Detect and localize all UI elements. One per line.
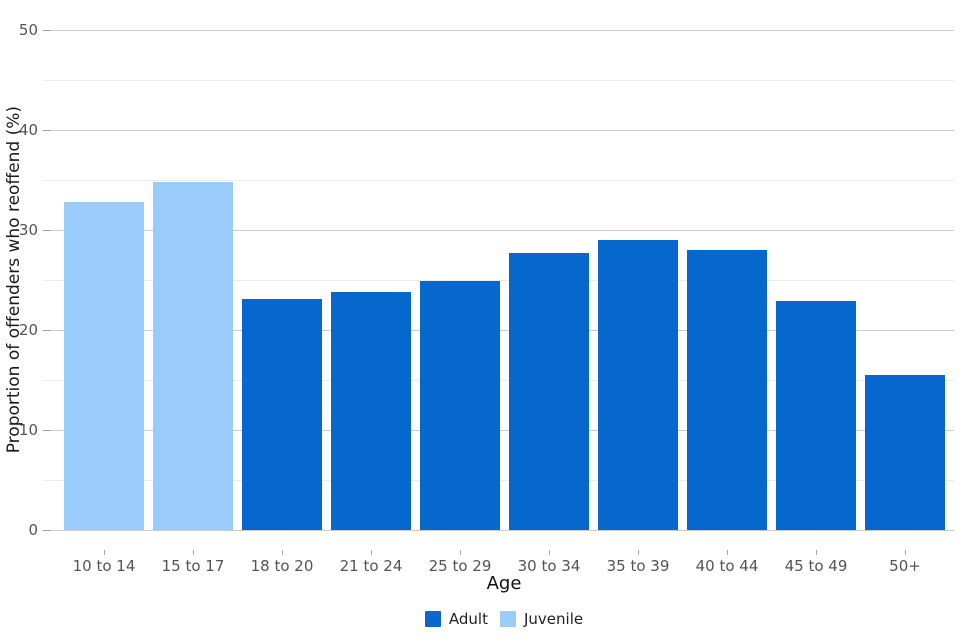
y-tick-label-40: 40 — [18, 121, 38, 139]
bar-40-to-44 — [687, 250, 767, 530]
x-tick-label-45-to-49: 45 to 49 — [784, 557, 848, 575]
bar-18-to-20 — [242, 299, 322, 530]
gridline-10 — [50, 430, 954, 431]
x-tick-label-18-to-20: 18 to 20 — [250, 557, 314, 575]
x-tick-label-10-to-14: 10 to 14 — [72, 557, 136, 575]
y-tick-30 — [43, 230, 50, 231]
gridline-40 — [50, 130, 954, 131]
gridline-20 — [50, 330, 954, 331]
x-tick-15-to-17 — [193, 550, 194, 555]
x-tick-label-40-to-44: 40 to 44 — [695, 557, 759, 575]
bar-25-to-29 — [420, 281, 500, 530]
x-tick-label-30-to-34: 30 to 34 — [517, 557, 581, 575]
gridline-50 — [50, 30, 954, 31]
y-tick-40 — [43, 130, 50, 131]
bar-30-to-34 — [509, 253, 589, 530]
legend-swatch-juvenile — [499, 611, 516, 627]
x-tick-35-to-39 — [638, 550, 639, 555]
gridline-minor-25 — [43, 280, 954, 281]
bar-21-to-24 — [331, 292, 411, 530]
x-tick-label-25-to-29: 25 to 29 — [428, 557, 492, 575]
x-tick-label-15-to-17: 15 to 17 — [161, 557, 225, 575]
y-tick-0 — [43, 530, 50, 531]
y-tick-label-20: 20 — [18, 321, 38, 339]
x-axis-title: Age — [486, 573, 522, 594]
x-tick-10-to-14 — [104, 550, 105, 555]
x-tick-45-to-49 — [816, 550, 817, 555]
x-tick-18-to-20 — [282, 550, 283, 555]
x-tick-label-21-to-24: 21 to 24 — [339, 557, 403, 575]
x-tick-21-to-24 — [371, 550, 372, 555]
x-tick-30-to-34 — [549, 550, 550, 555]
y-tick-label-10: 10 — [18, 421, 38, 439]
legend-label-adult: Adult — [448, 610, 488, 628]
legend-item-adult: Adult — [424, 610, 488, 628]
gridline-minor-45 — [43, 80, 954, 81]
y-tick-50 — [43, 30, 50, 31]
y-axis-title-text: Proportion of offenders who reoffend (%) — [4, 106, 24, 454]
y-tick-label-30: 30 — [18, 221, 38, 239]
x-tick-label-35-to-39: 35 to 39 — [606, 557, 670, 575]
bar-35-to-39 — [598, 240, 678, 530]
legend: Adult Juvenile — [59, 609, 949, 629]
x-tick-label-50: 50+ — [889, 557, 921, 575]
y-tick-label-0: 0 — [28, 521, 38, 539]
x-tick-50 — [905, 550, 906, 555]
y-tick-label-50: 50 — [18, 21, 38, 39]
bar-10-to-14 — [64, 202, 144, 530]
bar-45-to-49 — [776, 301, 856, 530]
y-tick-10 — [43, 430, 50, 431]
y-tick-20 — [43, 330, 50, 331]
bar-50 — [865, 375, 945, 530]
gridline-0 — [50, 530, 954, 531]
x-tick-40-to-44 — [727, 550, 728, 555]
legend-label-juvenile: Juvenile — [523, 610, 584, 628]
legend-swatch-adult — [424, 611, 441, 627]
legend-item-juvenile: Juvenile — [499, 610, 584, 628]
bar-15-to-17 — [153, 182, 233, 530]
gridline-minor-35 — [43, 180, 954, 181]
y-axis-title: Proportion of offenders who reoffend (%) — [2, 30, 26, 530]
gridline-30 — [50, 230, 954, 231]
x-tick-25-to-29 — [460, 550, 461, 555]
